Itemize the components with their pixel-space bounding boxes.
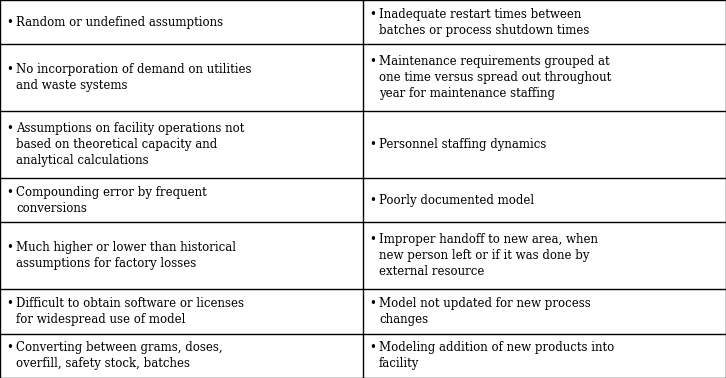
Text: •: • [369,8,376,21]
Text: changes: changes [379,313,428,326]
Text: new person left or if it was done by: new person left or if it was done by [379,249,590,262]
Text: Inadequate restart times between: Inadequate restart times between [379,8,582,21]
Text: year for maintenance staffing: year for maintenance staffing [379,87,555,100]
Text: Assumptions on facility operations not: Assumptions on facility operations not [16,122,245,135]
Text: Difficult to obtain software or licenses: Difficult to obtain software or licenses [16,297,244,310]
Text: •: • [369,297,376,310]
Text: Personnel staffing dynamics: Personnel staffing dynamics [379,138,547,151]
Text: facility: facility [379,357,420,370]
Text: Random or undefined assumptions: Random or undefined assumptions [16,16,223,29]
Text: batches or process shutdown times: batches or process shutdown times [379,24,590,37]
Text: Poorly documented model: Poorly documented model [379,194,534,207]
Text: assumptions for factory losses: assumptions for factory losses [16,257,196,270]
Text: for widespread use of model: for widespread use of model [16,313,185,326]
Text: •: • [6,16,13,29]
Text: •: • [369,233,376,246]
Text: based on theoretical capacity and: based on theoretical capacity and [16,138,217,151]
Text: analytical calculations: analytical calculations [16,154,149,167]
Text: one time versus spread out throughout: one time versus spread out throughout [379,71,611,84]
Text: •: • [6,341,13,354]
Text: •: • [6,64,13,76]
Text: overfill, safety stock, batches: overfill, safety stock, batches [16,357,190,370]
Text: •: • [6,297,13,310]
Text: Compounding error by frequent: Compounding error by frequent [16,186,207,199]
Text: and waste systems: and waste systems [16,79,128,92]
Text: No incorporation of demand on utilities: No incorporation of demand on utilities [16,64,251,76]
Text: •: • [369,194,376,207]
Text: •: • [369,56,376,68]
Text: •: • [369,138,376,151]
Text: Maintenance requirements grouped at: Maintenance requirements grouped at [379,56,610,68]
Text: •: • [369,341,376,354]
Text: Modeling addition of new products into: Modeling addition of new products into [379,341,614,354]
Text: Much higher or lower than historical: Much higher or lower than historical [16,241,236,254]
Text: external resource: external resource [379,265,484,278]
Text: Model not updated for new process: Model not updated for new process [379,297,591,310]
Text: conversions: conversions [16,201,87,215]
Text: •: • [6,122,13,135]
Text: •: • [6,186,13,199]
Text: Improper handoff to new area, when: Improper handoff to new area, when [379,233,598,246]
Text: Converting between grams, doses,: Converting between grams, doses, [16,341,223,354]
Text: •: • [6,241,13,254]
